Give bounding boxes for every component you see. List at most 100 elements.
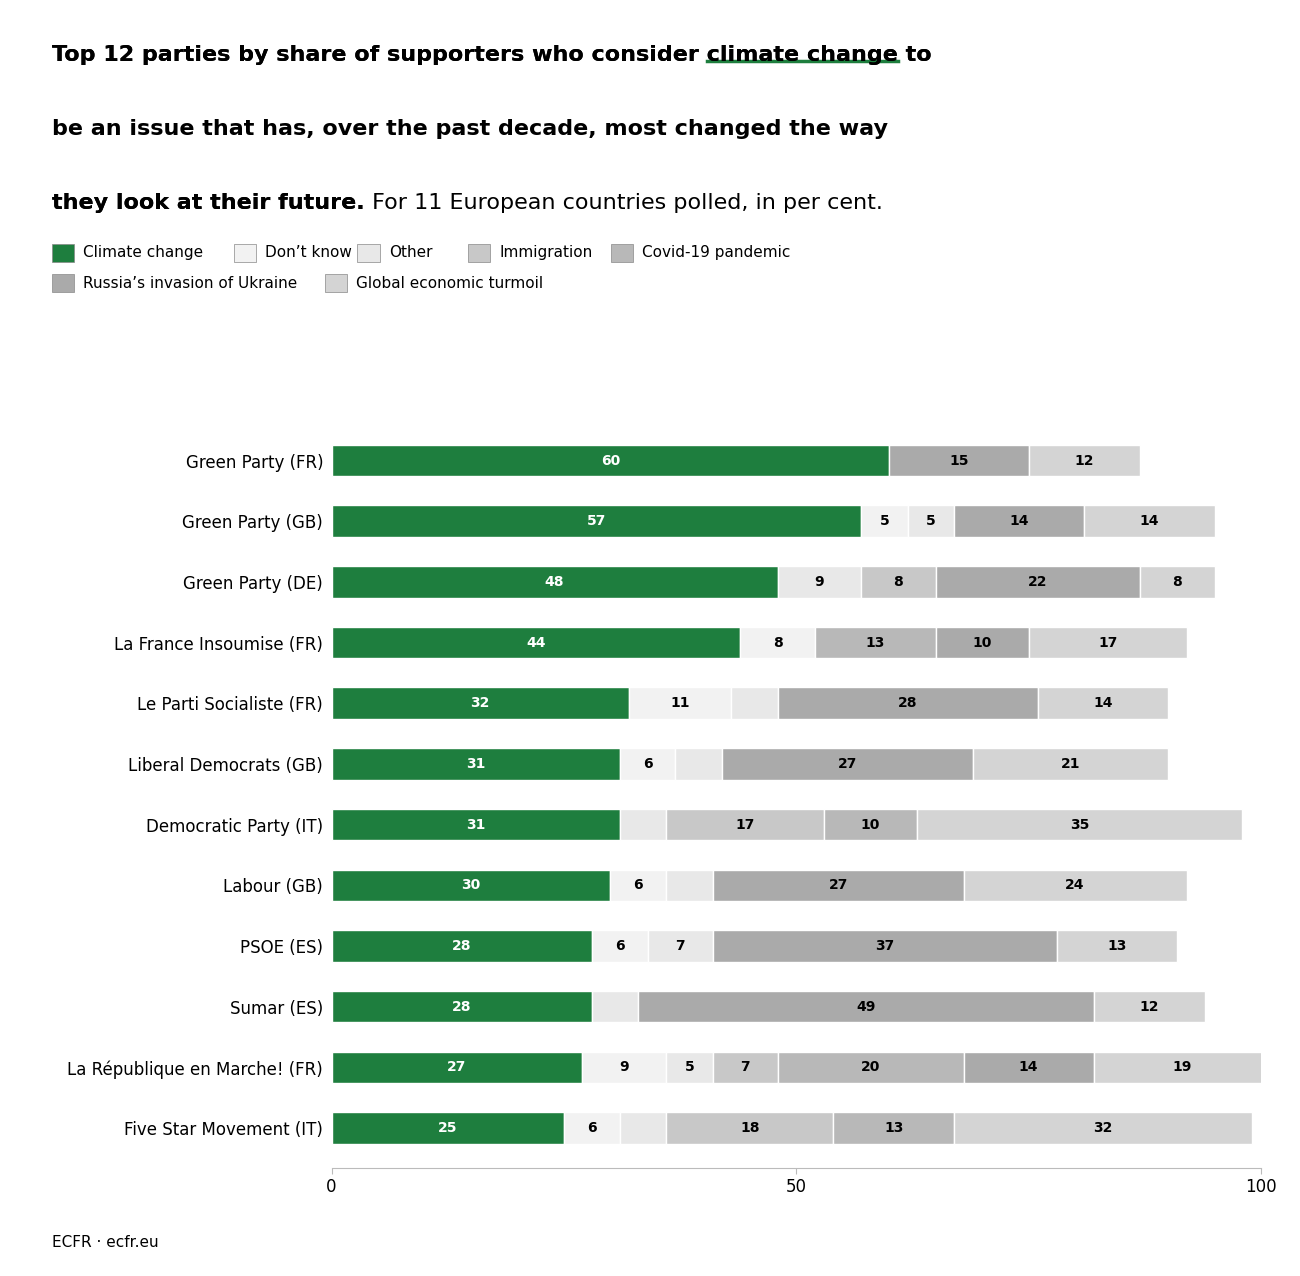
Text: 32: 32 [471, 697, 490, 711]
Bar [833, 1113, 954, 1143]
Text: they look at their future.: they look at their future. [52, 193, 364, 213]
Bar [592, 930, 647, 962]
Text: 5: 5 [880, 514, 889, 528]
Text: 5: 5 [926, 514, 936, 528]
Text: 13: 13 [1108, 939, 1127, 953]
Text: 22: 22 [1028, 575, 1048, 590]
Bar [1084, 505, 1214, 537]
Text: 8: 8 [772, 635, 783, 649]
Bar [741, 627, 815, 658]
Bar [722, 748, 972, 780]
Bar [629, 688, 731, 720]
Bar [777, 567, 862, 597]
Bar [1028, 445, 1140, 476]
Bar [954, 505, 1084, 537]
Bar [332, 930, 592, 962]
Text: they look at their future.: they look at their future. [52, 193, 364, 213]
Bar [666, 809, 824, 841]
Bar [332, 688, 629, 720]
Text: 32: 32 [1093, 1122, 1113, 1136]
Text: 19: 19 [1173, 1060, 1192, 1074]
Text: Covid-19 pandemic: Covid-19 pandemic [642, 245, 790, 260]
Text: 48: 48 [545, 575, 564, 590]
Text: 14: 14 [1093, 697, 1113, 711]
Bar [332, 505, 862, 537]
Text: ECFR · ecfr.eu: ECFR · ecfr.eu [52, 1235, 159, 1250]
Bar [889, 445, 1028, 476]
Text: 17: 17 [1098, 635, 1117, 649]
Bar [592, 991, 638, 1022]
Bar [1037, 688, 1169, 720]
Bar [647, 930, 712, 962]
Bar [963, 869, 1187, 901]
Bar [638, 991, 1093, 1022]
Text: 27: 27 [837, 757, 857, 771]
Text: Global economic turmoil: Global economic turmoil [356, 276, 543, 291]
Bar [731, 688, 777, 720]
Text: 11: 11 [671, 697, 690, 711]
Bar [611, 869, 666, 901]
Text: 27: 27 [828, 878, 848, 892]
Bar [582, 1051, 666, 1083]
Bar [712, 869, 963, 901]
Text: Russia’s invasion of Ukraine: Russia’s invasion of Ukraine [83, 276, 298, 291]
Text: 24: 24 [1065, 878, 1084, 892]
Bar [1057, 930, 1178, 962]
Text: 8: 8 [893, 575, 903, 590]
Text: Immigration: Immigration [499, 245, 593, 260]
Bar [620, 809, 666, 841]
Bar [907, 505, 954, 537]
Bar [332, 869, 611, 901]
Text: 14: 14 [1010, 514, 1030, 528]
Text: 57: 57 [586, 514, 606, 528]
Text: Climate change: Climate change [83, 245, 203, 260]
Text: Top 12 parties by share of supporters who consider climate change to: Top 12 parties by share of supporters wh… [52, 45, 932, 65]
Text: 18: 18 [740, 1122, 759, 1136]
Bar [1093, 1051, 1270, 1083]
Bar [332, 627, 741, 658]
Bar [936, 567, 1140, 597]
Text: 35: 35 [1070, 818, 1089, 832]
Text: 6: 6 [642, 757, 653, 771]
Text: 31: 31 [465, 757, 485, 771]
Text: 12: 12 [1075, 453, 1095, 467]
Text: 60: 60 [601, 453, 620, 467]
Text: 13: 13 [866, 635, 885, 649]
Text: be an issue that has, over the past decade, most changed the way: be an issue that has, over the past deca… [52, 119, 888, 139]
Text: 13: 13 [884, 1122, 904, 1136]
Bar [972, 748, 1167, 780]
Bar [1140, 567, 1214, 597]
Text: 7: 7 [675, 939, 685, 953]
Text: 44: 44 [526, 635, 546, 649]
Bar [916, 809, 1243, 841]
Text: 9: 9 [815, 575, 824, 590]
Text: 8: 8 [1173, 575, 1182, 590]
Text: 14: 14 [1140, 514, 1160, 528]
Text: 10: 10 [861, 818, 880, 832]
Text: 27: 27 [447, 1060, 467, 1074]
Bar [620, 748, 676, 780]
Text: Top 12 parties by share of supporters who consider climate change to: Top 12 parties by share of supporters wh… [52, 45, 932, 65]
Text: For 11 European countries polled, in per cent.: For 11 European countries polled, in per… [364, 193, 883, 213]
Text: 6: 6 [586, 1122, 597, 1136]
Text: 12: 12 [1140, 999, 1160, 1013]
Bar [620, 1113, 666, 1143]
Text: 14: 14 [1019, 1060, 1039, 1074]
Bar [815, 627, 936, 658]
Text: 25: 25 [438, 1122, 458, 1136]
Bar [1028, 627, 1187, 658]
Bar [332, 567, 777, 597]
Bar [666, 1051, 712, 1083]
Text: 37: 37 [875, 939, 894, 953]
Bar [712, 930, 1057, 962]
Bar [777, 688, 1037, 720]
Text: 15: 15 [949, 453, 968, 467]
Bar [954, 1113, 1252, 1143]
Bar [862, 567, 936, 597]
Text: 49: 49 [857, 999, 876, 1013]
Text: 6: 6 [615, 939, 624, 953]
Text: 5: 5 [685, 1060, 694, 1074]
Bar [777, 1051, 963, 1083]
Bar [564, 1113, 620, 1143]
Text: 28: 28 [452, 939, 472, 953]
